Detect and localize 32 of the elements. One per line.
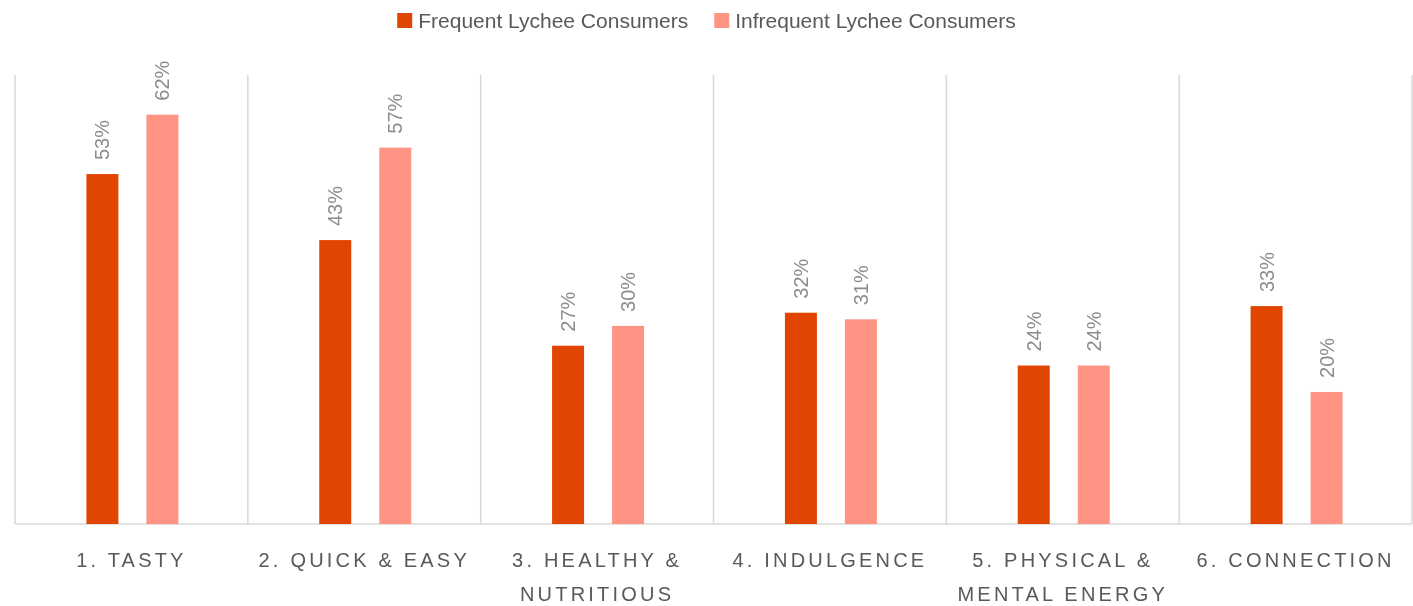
bar: [1310, 391, 1343, 524]
bar: [784, 312, 817, 524]
bar: [552, 345, 585, 524]
data-label: 53%: [91, 119, 114, 161]
bar: [1017, 365, 1050, 524]
data-label: 30%: [617, 271, 640, 312]
data-label: 24%: [1022, 311, 1045, 352]
x-tick-label: 1. TASTY: [76, 549, 187, 571]
x-tick-label: 6. CONNECTION: [1196, 549, 1395, 571]
x-tick-label: 2. QUICK & EASY: [258, 549, 470, 571]
data-label: 24%: [1082, 311, 1105, 352]
data-label: 32%: [789, 258, 812, 299]
data-label: 20%: [1315, 337, 1338, 378]
bar: [319, 240, 352, 524]
data-label: 57%: [384, 93, 407, 134]
data-label: 62%: [151, 60, 174, 101]
bar: [379, 147, 412, 524]
legend-label: Frequent Lychee Consumers: [418, 9, 689, 32]
bar: [1250, 306, 1283, 524]
bar: [86, 174, 119, 524]
bar: [1077, 365, 1110, 524]
legend-label: Infrequent Lychee Consumers: [735, 9, 1016, 32]
x-tick-label: 3. HEALTHY & NUTRITIOUS: [512, 549, 683, 605]
bar: [844, 319, 877, 524]
x-tick-label: 5. PHYSICAL & MENTAL ENERGY: [957, 549, 1169, 605]
data-label: 31%: [849, 265, 872, 306]
data-label: 43%: [324, 185, 347, 227]
x-tick-label: 4. INDULGENCE: [732, 549, 928, 571]
data-label: 27%: [557, 291, 580, 332]
data-label: 33%: [1255, 251, 1278, 293]
bar: [146, 114, 179, 524]
bar: [612, 325, 645, 524]
